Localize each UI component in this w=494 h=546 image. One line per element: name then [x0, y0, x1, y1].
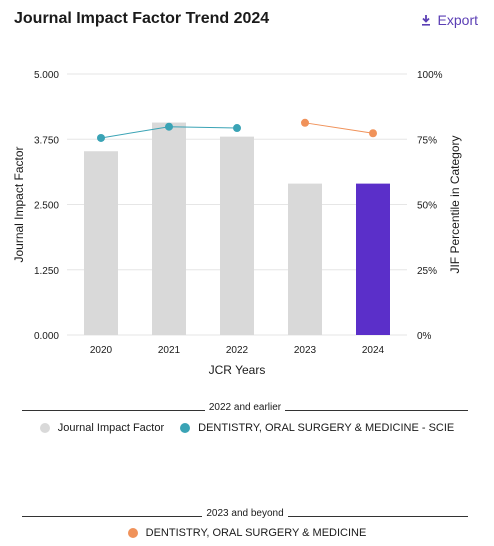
- jif-trend-chart: 0.000 1.250 2.500 3.750 5.000 0% 25% 50% 75% 100%…: [12, 70, 462, 377]
- y-tick-label-left: 3.750: [34, 135, 59, 146]
- legend-group-2023-beyond: DENTISTRY, ORAL SURGERY & MEDICINE: [0, 527, 494, 539]
- point-2022: [233, 124, 241, 133]
- legend-group-label: 2022 and earlier: [208, 402, 282, 413]
- x-tick-label: 2024: [362, 345, 385, 356]
- bar-2024: [356, 183, 390, 335]
- legend-label: DENTISTRY, ORAL SURGERY & MEDICINE: [145, 527, 367, 539]
- x-tick-label: 2020: [90, 345, 113, 356]
- legend-swatch: [127, 528, 138, 538]
- y-tick-label-right: 0%: [417, 331, 432, 342]
- legend-item-dentistry[interactable]: DENTISTRY, ORAL SURGERY & MEDICINE: [127, 527, 367, 539]
- y-tick-label-left: 0.000: [34, 331, 59, 342]
- y-tick-label-right: 25%: [417, 266, 437, 277]
- x-tick-label: 2022: [226, 345, 249, 356]
- point-2023: [301, 118, 309, 127]
- download-icon: [420, 14, 432, 26]
- export-button[interactable]: Export: [420, 12, 478, 28]
- export-label: Export: [437, 12, 478, 28]
- legend-item-jif[interactable]: Journal Impact Factor: [39, 422, 165, 434]
- x-axis-title: JCR Years: [209, 363, 266, 377]
- legend-rule-right: [287, 516, 469, 517]
- y-axis-title-left: Journal Impact Factor: [12, 146, 26, 262]
- x-tick-label: 2021: [158, 345, 181, 356]
- bar-2023: [288, 183, 322, 335]
- point-2021: [165, 122, 173, 131]
- legend-group-2023-beyond-header: 2023 and beyond: [22, 508, 469, 519]
- legend-rule-left: [22, 516, 203, 517]
- legend-rule-right: [285, 410, 468, 411]
- y-tick-label-right: 75%: [417, 135, 437, 146]
- legend-group-label: 2023 and beyond: [206, 508, 284, 519]
- percentile-lines: [97, 118, 377, 142]
- legend-swatch: [180, 423, 191, 433]
- x-tick-label: 2023: [294, 345, 317, 356]
- point-2024: [369, 129, 377, 138]
- legend-group-2022-earlier-header: 2022 and earlier: [22, 402, 468, 413]
- bar-2021: [152, 122, 186, 336]
- y-tick-label-left: 2.500: [34, 201, 59, 212]
- legend-group-2022-earlier: Journal Impact Factor DENTISTRY, ORAL SU…: [0, 422, 494, 434]
- chart-title: Journal Impact Factor Trend 2024: [14, 10, 270, 27]
- y-tick-label-right: 100%: [417, 70, 443, 81]
- y-tick-label-left: 1.250: [34, 266, 59, 277]
- y-tick-label-left: 5.000: [34, 70, 59, 81]
- legend-label: Journal Impact Factor: [57, 422, 165, 434]
- legend-swatch: [39, 423, 50, 433]
- bars: [84, 122, 390, 336]
- legend-item-dentistry-scie[interactable]: DENTISTRY, ORAL SURGERY & MEDICINE - SCI…: [180, 422, 454, 434]
- point-2020: [97, 133, 105, 142]
- y-axis-title-right: JIF Percentile in Category: [448, 135, 462, 273]
- bar-2020: [84, 151, 118, 335]
- series-line: [304, 122, 374, 134]
- legend-label: DENTISTRY, ORAL SURGERY & MEDICINE - SCI…: [198, 422, 455, 434]
- bar-2022: [220, 136, 254, 335]
- axes: 0.000 1.250 2.500 3.750 5.000 0% 25% 50% 75% 100%…: [12, 70, 462, 377]
- y-tick-label-right: 50%: [417, 201, 437, 212]
- legend-rule-left: [22, 410, 205, 411]
